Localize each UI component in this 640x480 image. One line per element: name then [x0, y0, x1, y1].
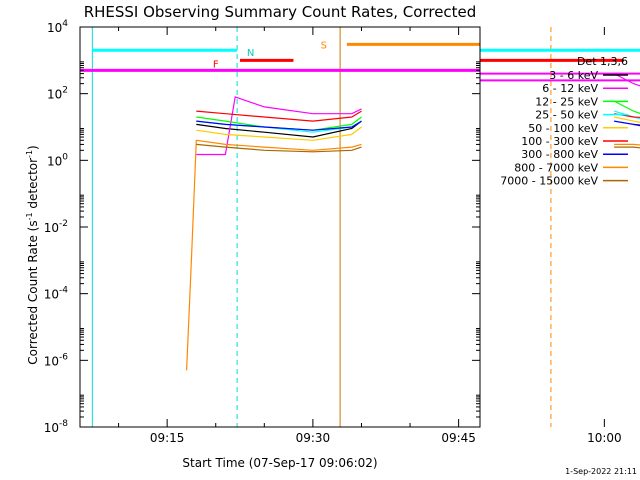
chart-title: RHESSI Observing Summary Count Rates, Co…: [84, 3, 477, 21]
flag-bars: [80, 42, 640, 82]
annotation-s: S: [321, 40, 327, 51]
y-tick-label-5: 10-6: [44, 352, 69, 368]
series-0-segment-1: [633, 123, 640, 127]
plot-area: [91, 27, 552, 427]
annotations: NSFA1A3A0: [213, 40, 327, 71]
legend-label-8: 7000 - 15000 keV: [500, 175, 598, 188]
axes: 104 102 100 10-2 10-4 10-6 10-8 09:15 09:30 09:45…: [44, 19, 622, 445]
x-tick-label-0915: 09:15: [150, 431, 185, 445]
y-tick-label-6: 10-8: [44, 419, 69, 435]
series-7-segment-0: [186, 139, 362, 371]
svg-text:Corrected Count Rate (s-1 dete: Corrected Count Rate (s-1 detector-1): [25, 145, 40, 364]
legend-label-7: 800 - 7000 keV: [514, 161, 598, 174]
series-1-segment-0: [196, 96, 362, 156]
y-tick-label-3: 10-2: [44, 219, 68, 235]
y-axis-label-mid: detector: [26, 158, 40, 213]
plot-frame: [79, 26, 481, 428]
annotation-n: N: [247, 48, 254, 59]
series-4-segment-0: [196, 126, 362, 141]
y-tick-label-4: 10-4: [44, 286, 69, 302]
footer-timestamp: 1-Sep-2022 21:11: [565, 467, 637, 476]
legend-label-5: 100 - 300 keV: [521, 135, 598, 148]
x-tick-label-0945: 09:45: [441, 431, 476, 445]
y-tick-label-2: 100: [47, 152, 68, 168]
y-axis-label-main: Corrected Count Rate (s: [26, 220, 40, 364]
series-8-segment-0: [196, 143, 362, 153]
series-3-segment-1: [613, 110, 640, 120]
legend-label-1: 6 - 12 keV: [542, 82, 598, 95]
legend-label-0: 3 - 6 keV: [549, 69, 598, 82]
series-8-segment-1: [614, 146, 640, 149]
series-lines: [186, 73, 640, 371]
y-axis-label-end: ): [26, 145, 40, 150]
y-axis-label-sup2: -1: [25, 150, 34, 158]
legend-label-6: 300 - 800 keV: [521, 148, 598, 161]
series-2-segment-1: [613, 100, 640, 114]
y-axis-label: Corrected Count Rate (s-1 detector-1): [25, 145, 40, 364]
legend-label-2: 12 - 25 keV: [535, 95, 598, 108]
x-tick-label-0930: 09:30: [296, 431, 331, 445]
series-5-segment-0: [196, 110, 362, 122]
legend-label-3: 25 - 50 keV: [535, 109, 598, 122]
series-6-segment-0: [196, 120, 362, 131]
series-0-segment-0: [196, 120, 362, 138]
legend-label-4: 50 - 100 keV: [528, 122, 598, 135]
x-tick-label-1000: 10:00: [587, 431, 622, 445]
y-tick-label-1: 102: [47, 86, 68, 102]
annotation-f: F: [213, 60, 219, 71]
legend-title: Det 1,3,6: [577, 55, 628, 68]
y-tick-label-0: 104: [47, 19, 68, 35]
y-axis-label-sup1: -1: [25, 212, 34, 220]
x-axis-label: Start Time (07-Sep-17 09:06:02): [182, 456, 377, 470]
